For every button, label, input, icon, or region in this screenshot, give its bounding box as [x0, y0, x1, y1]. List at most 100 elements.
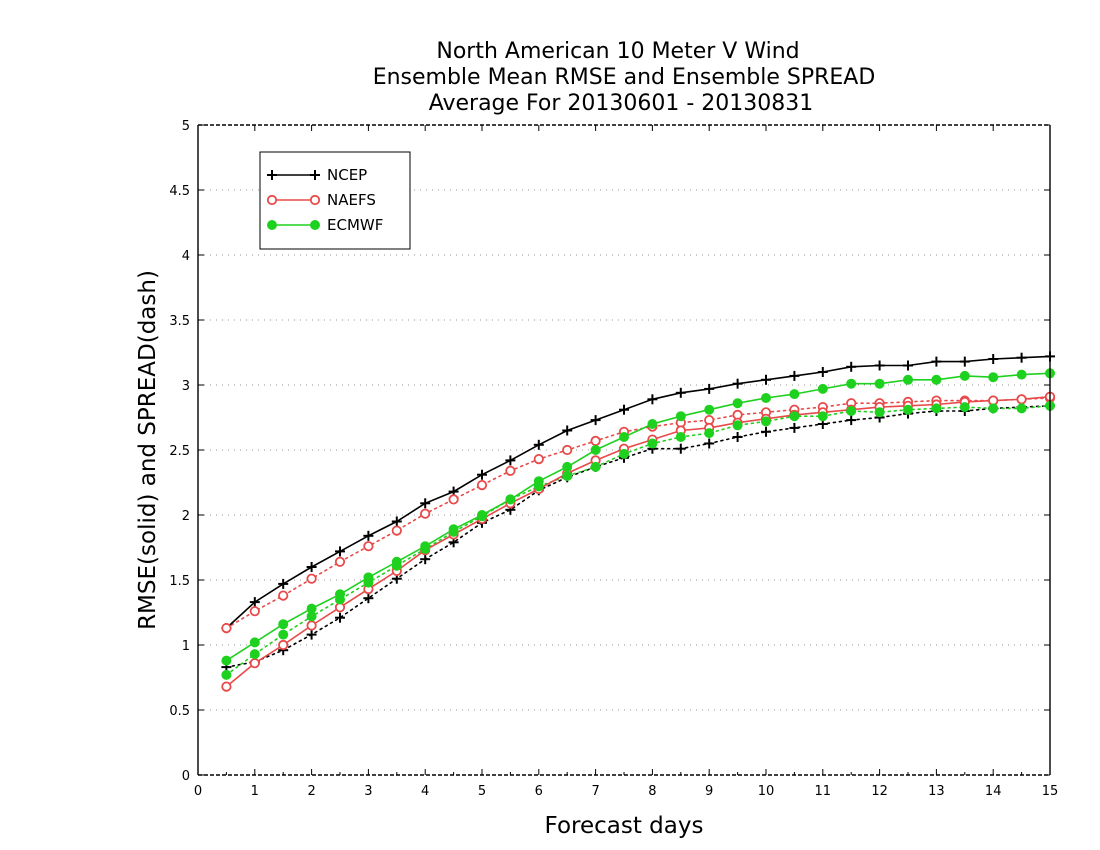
y-tick-label-8: 4 — [182, 249, 190, 264]
ecmwf-rmse-point-26 — [959, 370, 970, 381]
legend-label-naefs: NAEFS — [327, 191, 376, 209]
ncep-rmse-point-22 — [846, 361, 857, 372]
spread-lines — [225, 397, 1051, 676]
ncep-rmse-point-28 — [1016, 352, 1027, 363]
x-tick-label-5: 5 — [478, 784, 486, 799]
ecmwf-rmse-point-8 — [448, 524, 459, 535]
ncep-rmse-point-15 — [647, 394, 658, 405]
naefs-spread-point-1 — [249, 606, 260, 617]
ncep-rmse-point-17 — [704, 383, 715, 394]
ecmwf-rmse-point-10 — [505, 494, 516, 505]
ecmwf-spread-point-25 — [931, 403, 942, 414]
ecmwf-rmse-point-9 — [477, 510, 487, 520]
ncep-rmse-point-12 — [562, 425, 573, 436]
ecmwf-spread-point-20 — [789, 411, 800, 422]
ecmwf-rmse-point-24 — [903, 374, 913, 385]
x-tick-label-9: 9 — [705, 784, 713, 799]
ecmwf-spread-point-16 — [675, 432, 686, 442]
ncep-rmse-point-18 — [732, 378, 743, 389]
y-tick-label-7: 3.5 — [169, 314, 190, 329]
x-tick-label-11: 11 — [815, 784, 832, 799]
ncep-rmse-point-6 — [391, 516, 402, 527]
naefs-spread-point-6 — [391, 525, 402, 536]
ncep-rmse-point-5 — [363, 530, 374, 541]
ncep-rmse-point-27 — [988, 354, 999, 364]
y-tick-label-9: 4.5 — [169, 184, 190, 199]
naefs-spread-point-2 — [278, 590, 289, 601]
ecmwf-spread-point-27 — [988, 403, 999, 414]
ncep-rmse-point-24 — [903, 360, 913, 371]
naefs-spread-point-9 — [476, 479, 488, 491]
ecmwf-spread-point-2 — [278, 629, 289, 640]
ncep-spread-point-19 — [761, 426, 771, 437]
ecmwf-rmse-point-15 — [647, 419, 658, 429]
ecmwf-rmse-point-1 — [249, 637, 260, 648]
ncep-rmse-point-14 — [619, 404, 629, 415]
ecmwf-spread-point-0 — [221, 669, 232, 680]
ncep-rmse-point-10 — [505, 455, 516, 466]
x-tick-label-13: 13 — [928, 784, 945, 799]
ecmwf-rmse-point-11 — [533, 476, 544, 487]
ecmwf-spread-point-18 — [732, 420, 743, 431]
legend-label-ecmwf: ECMWF — [327, 216, 383, 234]
ecmwf-spread-point-22 — [846, 406, 857, 416]
ecmwf-rmse-point-5 — [363, 572, 374, 583]
ecmwf-spread-point-17 — [704, 428, 715, 439]
ncep-spread-point-20 — [789, 422, 800, 433]
ecmwf-spread-line — [225, 404, 1051, 676]
x-tick-label-14: 14 — [985, 784, 1002, 799]
ecmwf-rmse-point-2 — [278, 619, 289, 630]
ncep-rmse-point-26 — [959, 356, 970, 367]
ecmwf-spread-point-23 — [874, 407, 885, 418]
ncep-rmse-point-13 — [590, 415, 601, 426]
ncep-rmse-point-21 — [817, 367, 828, 377]
naefs-spread-point-12 — [562, 444, 573, 456]
ecmwf-spread-point-1 — [249, 649, 260, 660]
y-tick-label-0: 0 — [182, 769, 190, 784]
ecmwf-rmse-point-22 — [846, 378, 857, 389]
chart-title-line-1: North American 10 Meter V Wind — [436, 39, 799, 64]
y-tick-label-2: 1 — [182, 639, 190, 654]
ecmwf-rmse-line — [225, 372, 1051, 662]
ecmwf-rmse-point-0 — [221, 655, 232, 666]
legend-marker-left-ncep — [267, 170, 277, 180]
y-tick-label-5: 2.5 — [169, 444, 190, 459]
ecmwf-rmse-point-16 — [675, 411, 686, 422]
ncep-spread-point-17 — [704, 438, 715, 449]
x-tick-label-10: 10 — [758, 784, 775, 799]
naefs-spread-point-3 — [306, 573, 317, 584]
ncep-rmse-point-11 — [533, 439, 544, 450]
ecmwf-rmse-point-17 — [704, 404, 715, 415]
ecmwf-rmse-point-6 — [391, 556, 402, 567]
naefs-spread-point-11 — [533, 453, 544, 465]
ecmwf-rmse-point-20 — [789, 389, 800, 400]
ncep-spread-point-4 — [335, 612, 345, 623]
ncep-spread-point-16 — [675, 443, 686, 454]
ncep-rmse-point-3 — [306, 562, 317, 572]
ncep-rmse-point-20 — [789, 370, 800, 381]
x-tick-label-2: 2 — [307, 784, 315, 799]
ecmwf-spread-point-21 — [817, 411, 828, 422]
y-axis-title: RMSE(solid) and SPREAD(dash) — [135, 270, 161, 630]
ecmwf-rmse-point-12 — [562, 461, 573, 472]
ecmwf-rmse-point-4 — [335, 589, 345, 600]
y-tick-label-3: 1.5 — [169, 574, 190, 589]
legend-marker-left-ecmwf — [267, 220, 277, 230]
x-tick-label-12: 12 — [871, 784, 888, 799]
ecmwf-rmse-point-27 — [988, 372, 999, 383]
chart-title-line-3: Average For 20130601 - 20130831 — [429, 91, 814, 116]
y-tick-label-1: 0.5 — [169, 704, 190, 719]
chart-title-line-2: Ensemble Mean RMSE and Ensemble SPREAD — [373, 65, 876, 90]
ncep-rmse-point-19 — [761, 374, 771, 385]
ncep-spread-point-22 — [846, 415, 857, 426]
x-axis-ticks: 0 1 2 3 4 5 6 7 8 9 10 11 12 13 14 15 — [194, 125, 1058, 799]
naefs-rmse-point-1 — [249, 658, 260, 669]
legend: NCEP NAEFS ECMWF — [259, 151, 411, 250]
ecmwf-rmse-point-3 — [306, 603, 317, 614]
ecmwf-rmse-point-28 — [1016, 369, 1027, 380]
x-tick-label-15: 15 — [1042, 784, 1059, 799]
legend-marker-right-ncep — [310, 170, 320, 180]
y-tick-label-6: 3 — [182, 379, 190, 394]
ecmwf-rmse-point-19 — [761, 393, 771, 403]
